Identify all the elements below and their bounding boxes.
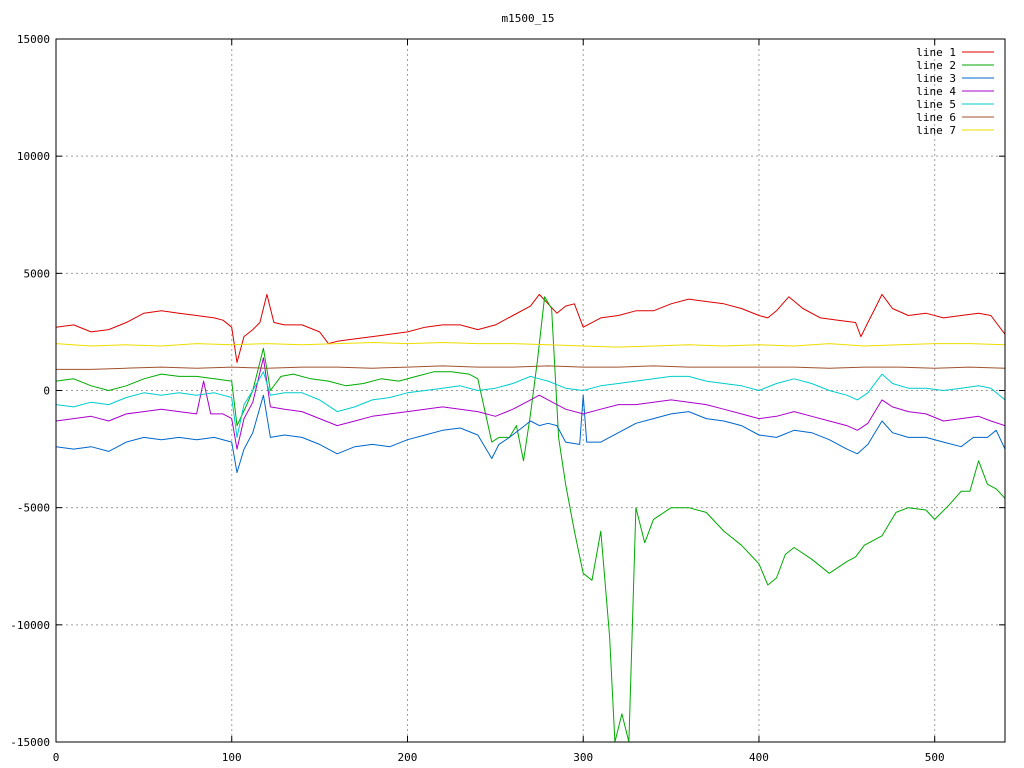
legend-label-4: line 4: [916, 85, 956, 98]
series-line-5: [56, 371, 1005, 438]
legend-label-7: line 7: [916, 124, 956, 137]
y-tick-label: 10000: [17, 150, 50, 163]
y-tick-label: 15000: [17, 33, 50, 46]
legend-label-3: line 3: [916, 72, 956, 85]
legend-label-1: line 1: [916, 46, 956, 59]
axes: 0 100 200 300 400 500 -15000 -10000 -5000 0 5000 10…: [10, 33, 1005, 764]
y-tick-label: 5000: [24, 267, 51, 280]
legend-label-6: line 6: [916, 111, 956, 124]
y-tick-label: 0: [43, 385, 50, 398]
grid: [56, 39, 1005, 742]
series-group: [56, 293, 1005, 742]
series-line-7: [56, 342, 1005, 348]
legend-label-5: line 5: [916, 98, 956, 111]
chart-title: m1500_15: [502, 12, 555, 25]
x-tick-label: 300: [573, 751, 593, 764]
legend-label-2: line 2: [916, 59, 956, 72]
series-line-4: [56, 357, 1005, 450]
x-tick-label: 100: [222, 751, 242, 764]
plot-frame: [55, 38, 1006, 743]
series-line-6: [56, 365, 1005, 370]
series-line-3: [56, 394, 1005, 473]
series-line-1: [56, 293, 1005, 363]
x-tick-label: 200: [398, 751, 418, 764]
series-line-2: [56, 296, 1005, 742]
y-tick-label: -10000: [10, 619, 50, 632]
x-tick-label: 0: [53, 751, 60, 764]
x-tick-label: 500: [925, 751, 945, 764]
x-tick-label: 400: [749, 751, 769, 764]
y-tick-label: -15000: [10, 736, 50, 749]
y-tick-label: -5000: [17, 502, 50, 515]
